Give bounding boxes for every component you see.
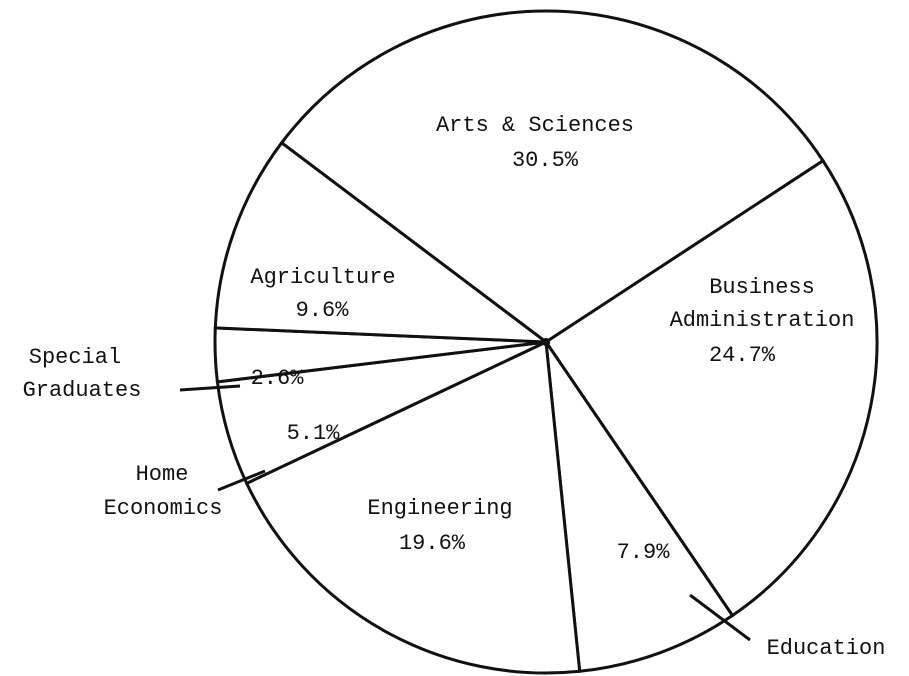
slice-label: Home Economics — [104, 462, 223, 521]
value-label: 2.6% — [251, 366, 305, 391]
slice-label: Education — [767, 636, 886, 661]
center-dot — [542, 338, 550, 346]
slice-label: Arts & Sciences — [436, 113, 634, 138]
leader-line — [179, 384, 241, 392]
pie-slice — [213, 140, 551, 344]
value-label: 19.6% — [399, 531, 466, 556]
pie-slice — [244, 339, 582, 675]
value-label: 24.7% — [709, 343, 776, 368]
pie-slice — [543, 158, 879, 618]
slice-label: Agriculture — [250, 265, 395, 290]
leader-line — [217, 469, 266, 492]
pie-slice — [544, 341, 735, 673]
slice-label: Special Graduates — [23, 345, 142, 403]
value-label: 5.1% — [287, 421, 341, 446]
value-label: 9.6% — [296, 298, 350, 323]
slice-label: Business Administration — [670, 275, 855, 333]
pie-slice — [279, 9, 826, 344]
slice-label: Engineering — [367, 496, 512, 521]
leader-line — [689, 593, 751, 642]
value-label: 30.5% — [512, 148, 579, 173]
value-label: 7.9% — [617, 540, 671, 565]
